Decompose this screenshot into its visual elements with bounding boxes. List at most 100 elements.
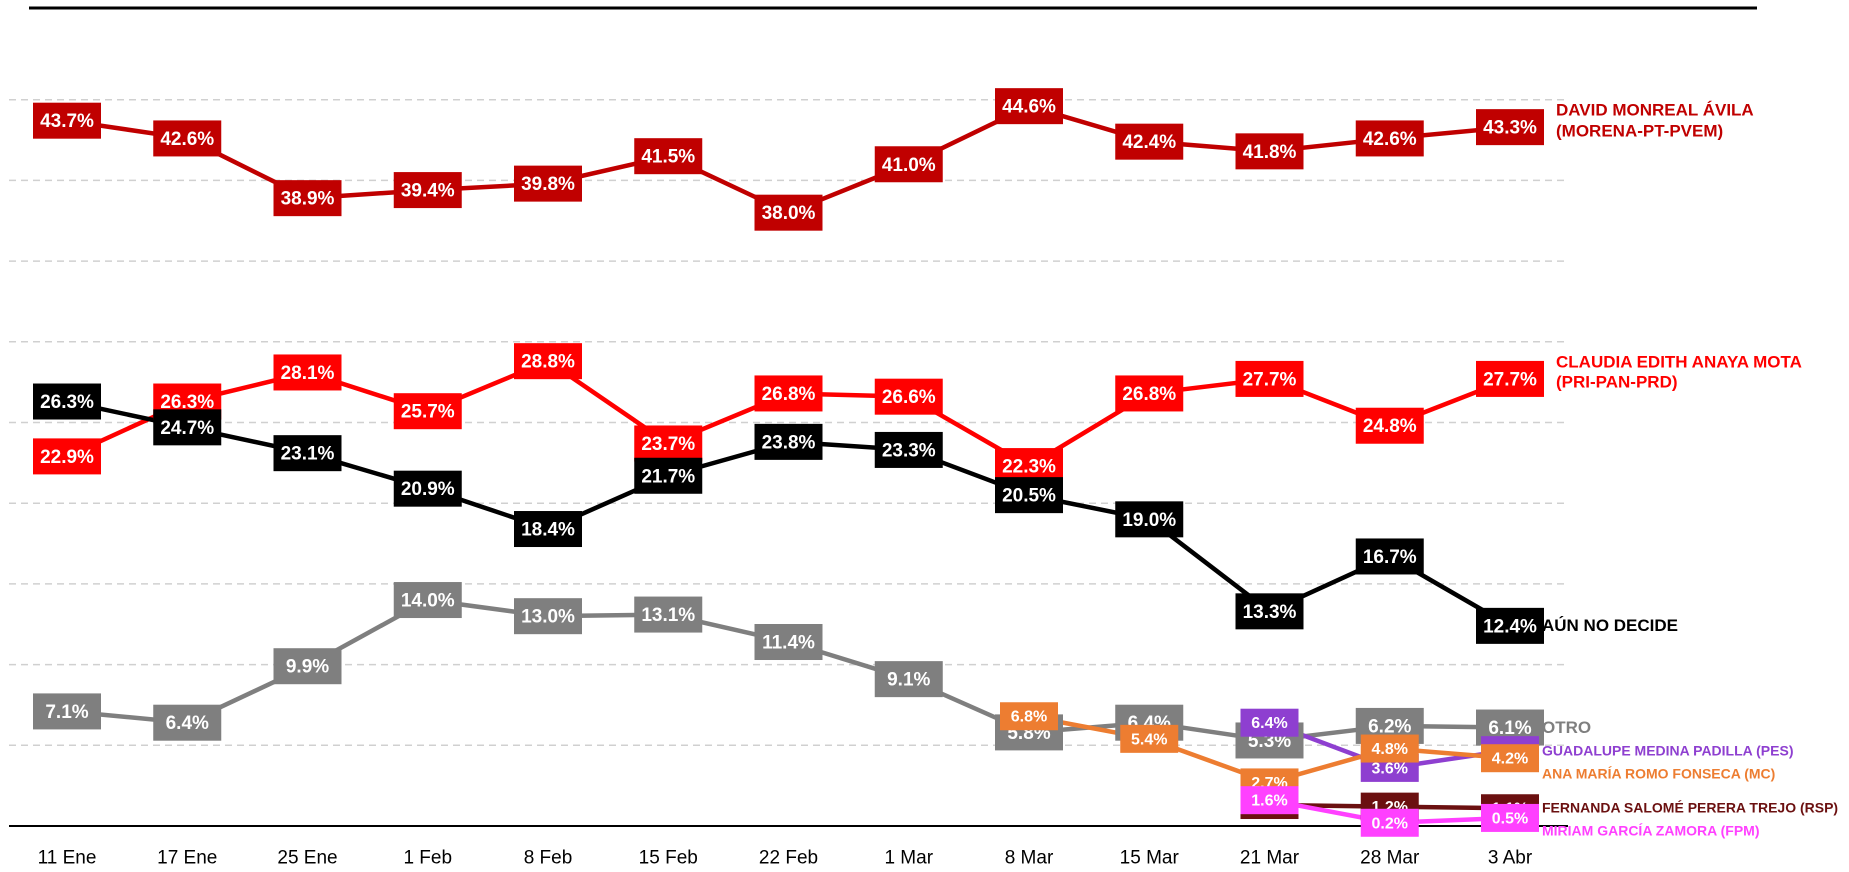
legend-label: FERNANDA SALOMÉ PERERA TREJO (RSP): [1542, 799, 1839, 816]
value-box: [634, 138, 703, 175]
value-box: [995, 88, 1063, 125]
value-box: [1355, 120, 1424, 157]
value-box: [754, 194, 823, 231]
value-label: 26.3%: [160, 392, 214, 413]
x-tick-label: 8 Mar: [1005, 848, 1054, 869]
value-box: [1240, 786, 1299, 815]
value-label: 27.7%: [1483, 369, 1537, 390]
value-box: [393, 172, 462, 209]
legend-label: ANA MARÍA ROMO FONSECA (MC): [1542, 765, 1776, 782]
value-box: [1355, 538, 1424, 575]
value-label: 26.3%: [40, 392, 94, 413]
value-label: 0.2%: [1372, 815, 1408, 832]
value-box: [1360, 734, 1419, 763]
value-box: [1476, 607, 1544, 644]
legend-label: CLAUDIA EDITH ANAYA MOTA (PRI-PAN-PRD): [1556, 352, 1802, 392]
value-box: [33, 383, 101, 420]
x-tick-label: 28 Mar: [1360, 848, 1420, 869]
value-label: 0.5%: [1492, 810, 1528, 827]
value-box: [1235, 133, 1304, 170]
value-label: 28.1%: [281, 363, 335, 384]
value-label: 5.4%: [1131, 731, 1167, 748]
value-box: [393, 393, 462, 430]
value-label: 20.5%: [1002, 486, 1056, 507]
x-tick-label: 15 Feb: [639, 848, 698, 869]
value-label: 23.3%: [882, 440, 936, 461]
value-label: 22.3%: [1002, 457, 1056, 478]
value-label: 41.0%: [882, 155, 936, 176]
legend-label: AÚN NO DECIDE: [1542, 615, 1679, 635]
value-box: [1481, 744, 1539, 773]
value-box: [153, 409, 222, 446]
value-box: [153, 704, 222, 741]
legend-label: GUADALUPE MEDINA PADILLA (PES): [1542, 742, 1794, 759]
legend-label: DAVID MONREAL ÁVILA (MORENA-PT-PVEM): [1556, 100, 1754, 141]
value-label: 12.4%: [1483, 616, 1537, 637]
x-tick-label: 17 Ene: [157, 848, 217, 869]
value-box: [1235, 360, 1304, 397]
value-label: 9.1%: [887, 670, 930, 691]
value-label: 6.4%: [1251, 715, 1287, 732]
value-box: [1115, 375, 1184, 412]
value-label: 42.6%: [1363, 129, 1417, 150]
value-label: 13.0%: [521, 607, 575, 628]
x-tick-label: 11 Ene: [38, 848, 97, 869]
value-label: 9.9%: [286, 657, 329, 678]
value-label: 26.8%: [762, 384, 816, 405]
x-tick-label: 22 Feb: [759, 848, 818, 869]
value-label: 6.4%: [166, 713, 209, 734]
x-tick-label: 3 Abr: [1488, 848, 1533, 869]
value-box: [1481, 803, 1539, 832]
value-box: [273, 435, 342, 472]
value-label: 44.6%: [1002, 97, 1056, 118]
legend-label: OTRO: [1542, 717, 1592, 737]
value-label: 13.3%: [1243, 602, 1297, 623]
value-box: [634, 425, 703, 462]
value-box: [1115, 501, 1184, 538]
value-box: [514, 343, 582, 380]
value-box: [1360, 808, 1419, 837]
value-label: 26.6%: [882, 387, 936, 408]
value-label: 4.2%: [1492, 751, 1528, 768]
x-tick-label: 25 Ene: [277, 848, 337, 869]
value-box: [874, 661, 943, 698]
value-label: 28.8%: [521, 352, 575, 373]
value-label: 14.0%: [401, 591, 455, 612]
value-label: 23.7%: [641, 434, 695, 455]
value-box: [1235, 593, 1304, 630]
value-label: 42.4%: [1122, 132, 1176, 153]
value-box: [634, 457, 703, 494]
x-tick-label: 15 Mar: [1120, 848, 1180, 869]
value-box: [754, 624, 823, 661]
value-box: [1115, 123, 1184, 160]
value-box: [634, 596, 703, 633]
value-label: 38.9%: [281, 189, 335, 210]
value-label: 41.8%: [1243, 142, 1297, 163]
legend-label: MIRIAM GARCÍA ZAMORA (FPM): [1542, 822, 1760, 839]
value-box: [995, 477, 1063, 514]
value-box: [514, 511, 582, 548]
value-box: [273, 180, 342, 217]
value-label: 43.3%: [1483, 118, 1537, 139]
value-box: [754, 375, 823, 412]
value-label: 23.1%: [281, 444, 335, 465]
x-tick-label: 1 Mar: [884, 848, 933, 869]
value-box: [393, 470, 462, 507]
value-label: 6.8%: [1011, 709, 1047, 726]
value-label: 19.0%: [1122, 510, 1176, 531]
x-tick-label: 21 Mar: [1240, 848, 1300, 869]
value-label: 11.4%: [762, 633, 815, 654]
value-label: 41.5%: [641, 147, 695, 168]
value-box: [1476, 109, 1544, 146]
labels: 43.7% 42.6% 38.9% 39.4% 39.8% 41.5% 38.0% 41.0%…: [33, 88, 1544, 837]
value-label: 13.1%: [641, 605, 695, 626]
value-label: 39.4%: [401, 181, 455, 202]
value-box: [754, 423, 823, 460]
value-label: 22.9%: [40, 447, 94, 468]
value-box: [514, 165, 582, 202]
value-label: 39.8%: [521, 174, 575, 195]
value-label: 24.7%: [160, 418, 214, 439]
value-box: [153, 120, 222, 157]
